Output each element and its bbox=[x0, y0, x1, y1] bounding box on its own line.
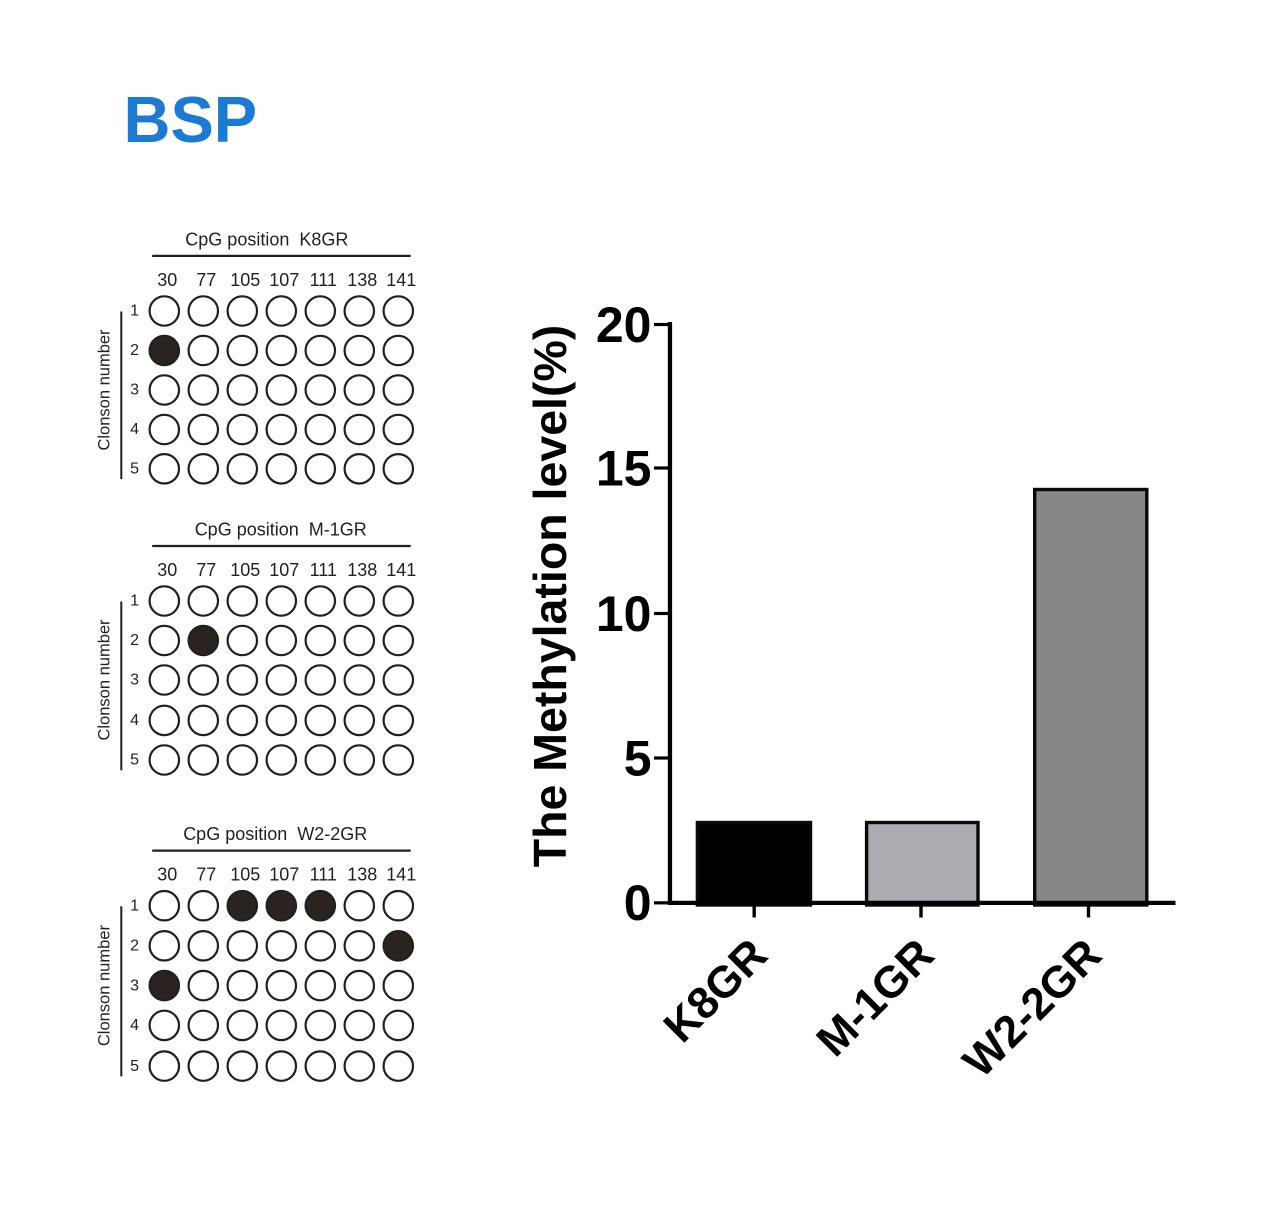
svg-text:77: 77 bbox=[196, 560, 216, 580]
svg-text:2: 2 bbox=[130, 342, 139, 359]
svg-text:5: 5 bbox=[624, 730, 652, 786]
svg-text:30: 30 bbox=[157, 865, 177, 885]
svg-text:1: 1 bbox=[130, 593, 139, 610]
svg-text:Clonson number: Clonson number bbox=[96, 329, 114, 451]
svg-text:107: 107 bbox=[269, 865, 299, 885]
svg-text:77: 77 bbox=[196, 865, 216, 885]
svg-text:30: 30 bbox=[157, 270, 177, 290]
svg-text:4: 4 bbox=[130, 712, 139, 729]
svg-text:77: 77 bbox=[196, 270, 216, 290]
svg-text:10: 10 bbox=[596, 586, 652, 642]
svg-text:CpG position M-1GR: CpG position M-1GR bbox=[195, 519, 367, 539]
svg-text:138: 138 bbox=[347, 560, 377, 580]
svg-text:5: 5 bbox=[130, 1058, 139, 1075]
svg-text:141: 141 bbox=[386, 865, 416, 885]
svg-text:105: 105 bbox=[230, 865, 260, 885]
svg-text:2: 2 bbox=[130, 632, 139, 649]
svg-text:3: 3 bbox=[130, 672, 139, 689]
svg-text:30: 30 bbox=[157, 560, 177, 580]
svg-text:141: 141 bbox=[386, 560, 416, 580]
svg-text:The Methylation level(%): The Methylation level(%) bbox=[524, 325, 576, 868]
svg-text:BSP: BSP bbox=[124, 83, 258, 156]
svg-text:107: 107 bbox=[269, 560, 299, 580]
svg-text:3: 3 bbox=[130, 977, 139, 994]
svg-text:4: 4 bbox=[130, 1017, 139, 1034]
svg-text:141: 141 bbox=[386, 270, 416, 290]
svg-text:CpG position K8GR: CpG position K8GR bbox=[185, 229, 348, 249]
svg-text:Clonson number: Clonson number bbox=[96, 619, 114, 741]
svg-text:111: 111 bbox=[310, 560, 337, 580]
svg-text:1: 1 bbox=[130, 897, 139, 914]
svg-text:5: 5 bbox=[130, 461, 139, 478]
svg-text:0: 0 bbox=[624, 875, 652, 931]
svg-text:107: 107 bbox=[269, 270, 299, 290]
svg-text:20: 20 bbox=[596, 297, 652, 353]
svg-text:Clonson number: Clonson number bbox=[96, 925, 114, 1047]
svg-text:111: 111 bbox=[310, 865, 337, 885]
svg-text:4: 4 bbox=[130, 421, 139, 438]
svg-text:138: 138 bbox=[347, 270, 377, 290]
svg-text:CpG position W2-2GR: CpG position W2-2GR bbox=[183, 824, 367, 844]
svg-text:15: 15 bbox=[596, 440, 652, 496]
svg-text:3: 3 bbox=[130, 382, 139, 399]
svg-text:111: 111 bbox=[310, 270, 337, 290]
svg-text:5: 5 bbox=[130, 752, 139, 769]
svg-text:105: 105 bbox=[230, 270, 260, 290]
svg-text:1: 1 bbox=[130, 303, 139, 320]
svg-text:105: 105 bbox=[230, 560, 260, 580]
svg-text:2: 2 bbox=[130, 938, 139, 955]
svg-text:138: 138 bbox=[347, 865, 377, 885]
